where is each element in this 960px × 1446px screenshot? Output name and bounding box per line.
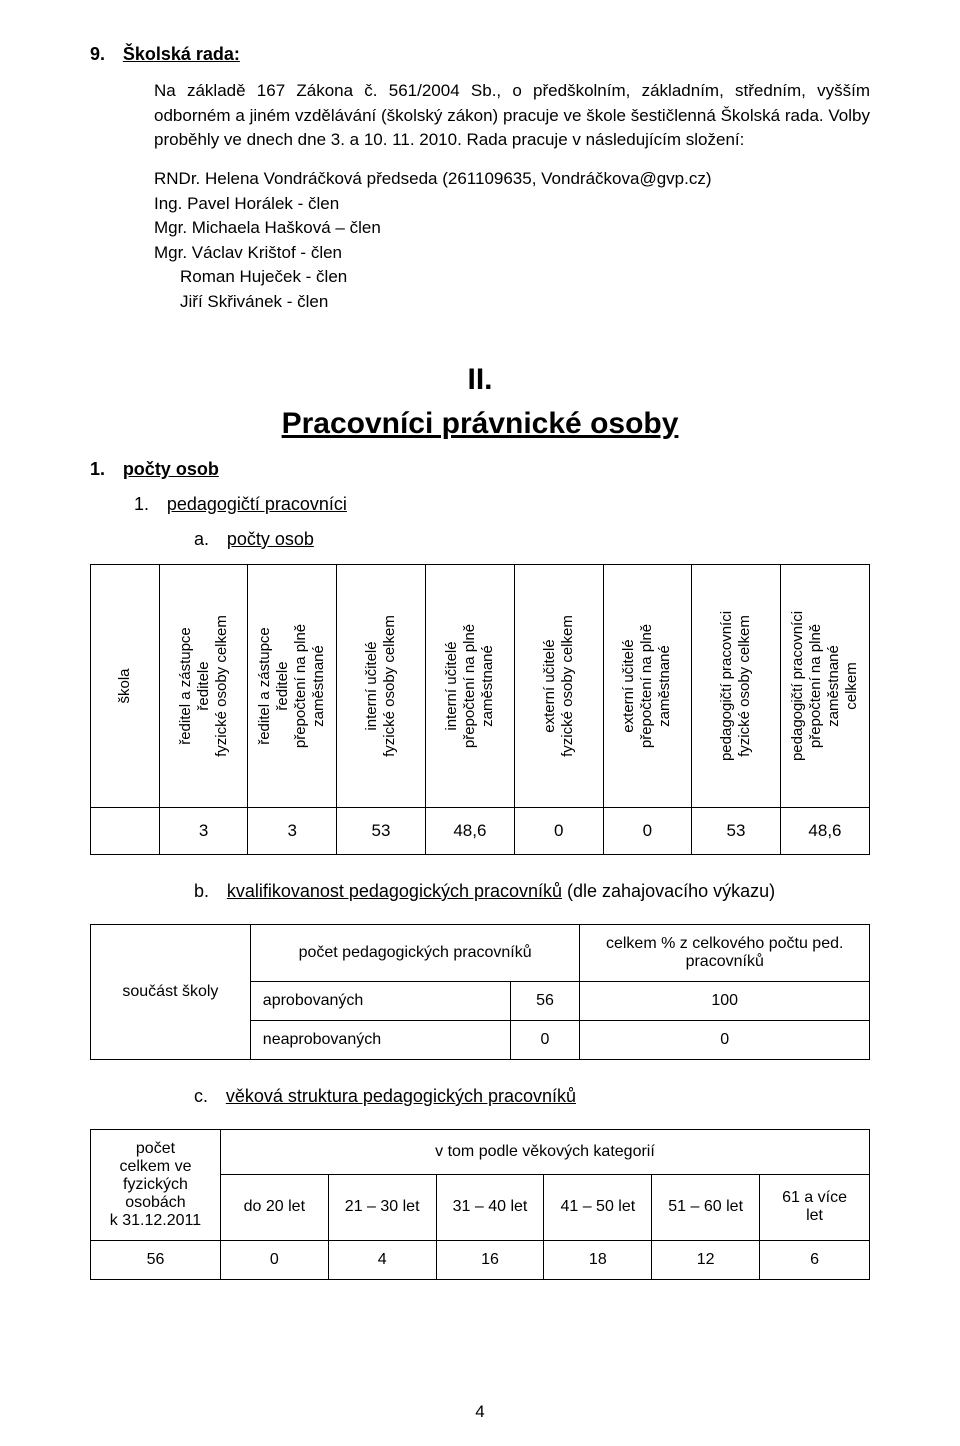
t3-col4: 51 – 60 let bbox=[652, 1174, 760, 1240]
t1-h3: interní učitelé fyzické osoby celkem bbox=[337, 564, 426, 807]
t2-r2-2: 0 bbox=[580, 1020, 870, 1059]
table-counts: škola ředitel a zástupce ředitele fyzick… bbox=[90, 564, 870, 855]
t1-h6: externí učitelé přepočtení na plně zaměs… bbox=[603, 564, 692, 807]
t3-r0: 56 bbox=[91, 1240, 221, 1279]
t1-h1: ředitel a zástupce ředitele fyzické osob… bbox=[159, 564, 248, 807]
sub1-num: 1. bbox=[90, 459, 105, 479]
t3-r4: 18 bbox=[544, 1240, 652, 1279]
section-9-num: 9. bbox=[90, 44, 105, 64]
member-line: Ing. Pavel Horálek - člen bbox=[90, 192, 870, 217]
member-line: Mgr. Michaela Hašková – člen bbox=[90, 216, 870, 241]
t3-r2: 4 bbox=[328, 1240, 436, 1279]
member-line: Roman Huječek - člen bbox=[90, 265, 870, 290]
b-paren: (dle zahajovacího výkazu) bbox=[562, 881, 775, 901]
t3-col3: 41 – 50 let bbox=[544, 1174, 652, 1240]
t1-c4: 48,6 bbox=[425, 807, 514, 854]
member-line: Jiří Skřivánek - člen bbox=[90, 290, 870, 315]
t3-h-top: v tom podle věkových kategorií bbox=[220, 1129, 869, 1174]
t2-r1-2: 100 bbox=[580, 981, 870, 1020]
t1-h5-text: externí učitelé fyzické osoby celkem bbox=[541, 615, 577, 757]
t1-c7: 53 bbox=[692, 807, 781, 854]
member-line: Mgr. Václav Krištof - člen bbox=[90, 241, 870, 266]
t1-h0: škola bbox=[91, 564, 160, 807]
t1-h1-text: ředitel a zástupce ředitele fyzické osob… bbox=[177, 615, 231, 757]
a-title: počty osob bbox=[227, 529, 314, 549]
t1-c8: 48,6 bbox=[780, 807, 869, 854]
t1-c5: 0 bbox=[514, 807, 603, 854]
t2-r1-0: aprobovaných bbox=[250, 981, 510, 1020]
t3-col1: 21 – 30 let bbox=[328, 1174, 436, 1240]
t1-h4-text: interní učitelé přepočtení na plně zaměs… bbox=[443, 624, 497, 748]
t3-h-left: počet celkem ve fyzických osobách k 31.1… bbox=[91, 1129, 221, 1240]
t1-h3-text: interní učitelé fyzické osoby celkem bbox=[363, 615, 399, 757]
t1-h6-text: externí učitelé přepočtení na plně zaměs… bbox=[620, 624, 674, 748]
t1-h0-text: škola bbox=[116, 668, 134, 703]
c-letter: c. bbox=[194, 1086, 208, 1106]
t3-col5: 61 a více let bbox=[760, 1174, 870, 1240]
spacer bbox=[213, 884, 222, 901]
t1-c3: 53 bbox=[337, 807, 426, 854]
t3-r6: 6 bbox=[760, 1240, 870, 1279]
page-number: 4 bbox=[0, 1402, 960, 1422]
section-9-paragraph: Na základě 167 Zákona č. 561/2004 Sb., o… bbox=[154, 81, 870, 149]
t2-h-mid: počet pedagogických pracovníků bbox=[250, 924, 580, 981]
roman-numeral: II. bbox=[90, 363, 870, 397]
sub1-title: počty osob bbox=[123, 459, 219, 479]
t3-col0: do 20 let bbox=[220, 1174, 328, 1240]
sub1-1-title: pedagogičtí pracovníci bbox=[167, 494, 347, 514]
t1-h7-text: pedagogičtí pracovníci fyzické osoby cel… bbox=[718, 611, 754, 761]
table-age: počet celkem ve fyzických osobách k 31.1… bbox=[90, 1129, 870, 1280]
t1-h2-text: ředitel a zástupce ředitele přepočtení n… bbox=[256, 624, 328, 748]
main-heading: Pracovníci právnické osoby bbox=[282, 407, 679, 440]
table-qualification: součást školy počet pedagogických pracov… bbox=[90, 924, 870, 1060]
t1-c2: 3 bbox=[248, 807, 337, 854]
t2-r2-0: neaprobovaných bbox=[250, 1020, 510, 1059]
t3-col2: 31 – 40 let bbox=[436, 1174, 544, 1240]
a-letter: a. bbox=[194, 529, 209, 549]
t3-r5: 12 bbox=[652, 1240, 760, 1279]
spacer bbox=[153, 497, 162, 514]
t1-c1: 3 bbox=[159, 807, 248, 854]
spacer bbox=[109, 462, 118, 479]
spacer bbox=[213, 532, 222, 549]
t2-r1-1: 56 bbox=[510, 981, 580, 1020]
t1-c6: 0 bbox=[603, 807, 692, 854]
t2-r2-1: 0 bbox=[510, 1020, 580, 1059]
t3-r1: 0 bbox=[220, 1240, 328, 1279]
t2-h-left: součást školy bbox=[91, 924, 251, 1059]
c-title: věková struktura pedagogických pracovník… bbox=[226, 1086, 576, 1106]
spacer bbox=[109, 47, 118, 64]
t1-h8-text: pedagogičtí pracovníci přepočtení na pln… bbox=[789, 611, 861, 761]
t1-h4: interní učitelé přepočtení na plně zaměs… bbox=[425, 564, 514, 807]
section-9-title: Školská rada: bbox=[123, 44, 240, 64]
b-letter: b. bbox=[194, 881, 209, 901]
t2-h-right: celkem % z celkového počtu ped. pracovní… bbox=[580, 924, 870, 981]
t1-h7: pedagogičtí pracovníci fyzické osoby cel… bbox=[692, 564, 781, 807]
t1-h2: ředitel a zástupce ředitele přepočtení n… bbox=[248, 564, 337, 807]
t3-r3: 16 bbox=[436, 1240, 544, 1279]
t1-h8: pedagogičtí pracovníci přepočtení na pln… bbox=[780, 564, 869, 807]
sub1-1-num: 1. bbox=[134, 494, 149, 514]
member-line: RNDr. Helena Vondráčková předseda (26110… bbox=[90, 167, 870, 192]
spacer bbox=[212, 1089, 221, 1106]
t1-c0 bbox=[91, 807, 160, 854]
b-title: kvalifikovanost pedagogických pracovníků bbox=[227, 881, 562, 901]
t1-h5: externí učitelé fyzické osoby celkem bbox=[514, 564, 603, 807]
